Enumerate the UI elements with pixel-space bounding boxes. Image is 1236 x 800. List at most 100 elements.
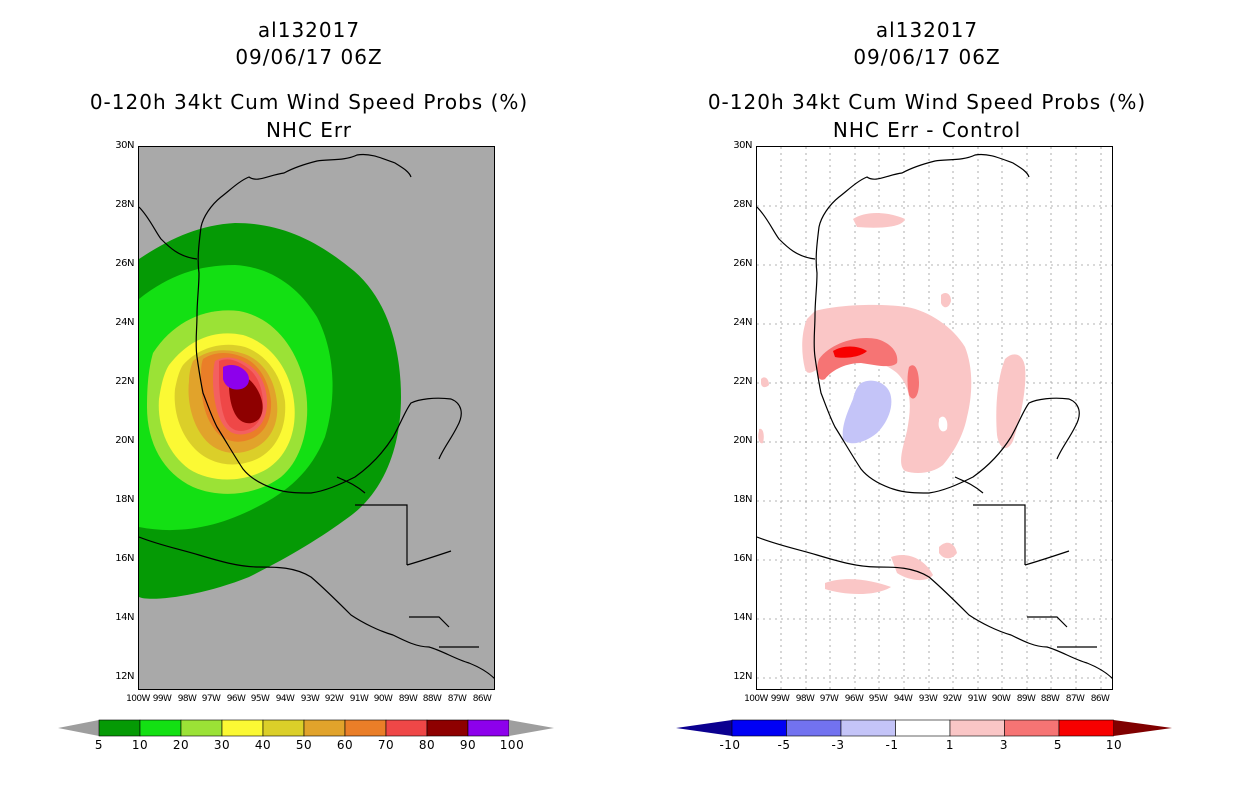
right-product-title: 0-120h 34kt Cum Wind Speed Probs (%) — [707, 90, 1147, 114]
colorbar-label: -3 — [831, 738, 845, 752]
colorbar-swatch — [840, 719, 896, 737]
lon-label: 99W — [152, 694, 172, 704]
lon-label: 94W — [275, 694, 295, 704]
colorbar-over-triangle — [1113, 720, 1172, 736]
lon-label: 88W — [1040, 694, 1060, 704]
colorbar-swatch — [180, 719, 223, 737]
gulf-coastline — [813, 153, 1080, 494]
colorbar-swatch — [385, 719, 428, 737]
colorbar-swatch — [221, 719, 264, 737]
lat-label: 30N — [115, 140, 134, 151]
central-america-border — [973, 504, 1097, 648]
mexico-pacific-coast — [139, 536, 494, 679]
right-colorbar — [676, 718, 1172, 738]
colorbar-over-triangle — [509, 720, 554, 736]
colorbar-swatch — [1004, 719, 1060, 737]
left-lon-axis: 100W 99W 98W 97W 96W 95W 94W 93W 92W 91W… — [124, 694, 504, 706]
colorbar-label: 60 — [336, 738, 354, 752]
right-colorbar-svg — [676, 719, 1172, 737]
left-colorbar — [58, 718, 554, 738]
left-storm-id: al132017 — [257, 18, 361, 42]
colorbar-label: 70 — [377, 738, 395, 752]
lat-label: 14N — [115, 612, 134, 623]
lat-label: 20N — [115, 435, 134, 446]
colorbar-label: 100 — [499, 738, 525, 752]
left-map-svg — [139, 153, 494, 679]
colorbar-under-triangle — [58, 720, 99, 736]
colorbar-under-triangle — [676, 720, 732, 736]
colorbar-swatch — [262, 719, 305, 737]
lon-label: 99W — [770, 694, 790, 704]
lon-label: 86W — [1090, 694, 1110, 704]
lon-label: 100W — [744, 694, 768, 704]
colorbar-swatch — [731, 719, 787, 737]
colorbar-label: 10 — [131, 738, 149, 752]
lon-label: 90W — [991, 694, 1011, 704]
colorbar-swatch — [1058, 719, 1114, 737]
colorbar-swatch — [344, 719, 387, 737]
texas-border — [139, 206, 198, 260]
central-america-border — [355, 504, 479, 648]
lon-label: 89W — [398, 694, 418, 704]
lat-label: 24N — [733, 317, 752, 328]
lat-label: 26N — [115, 258, 134, 269]
lon-label: 93W — [918, 694, 938, 704]
colorbar-swatch — [303, 719, 346, 737]
colorbar-label: 80 — [418, 738, 436, 752]
lon-label: 94W — [893, 694, 913, 704]
lat-label: 26N — [733, 258, 752, 269]
colorbar-label: 1 — [945, 738, 955, 752]
colorbar-label: 10 — [1105, 738, 1123, 752]
lat-label: 16N — [115, 553, 134, 564]
left-probability-map — [138, 146, 495, 690]
lon-label: 88W — [422, 694, 442, 704]
colorbar-swatch — [139, 719, 182, 737]
colorbar-label: 50 — [295, 738, 313, 752]
right-subtitle: NHC Err - Control — [832, 118, 1022, 142]
diff-1-to-3-east — [996, 354, 1026, 449]
right-difference-map — [756, 146, 1113, 690]
left-panel: al132017 09/06/17 06Z 0-120h 34kt Cum Wi… — [58, 18, 554, 752]
lon-label: 98W — [177, 694, 197, 704]
left-datetime: 09/06/17 06Z — [235, 45, 383, 69]
colorbar-label: -10 — [719, 738, 741, 752]
left-colorbar-svg — [58, 719, 554, 737]
texas-border — [757, 206, 816, 260]
gulf-coastline — [195, 153, 462, 494]
lon-label: 95W — [250, 694, 270, 704]
lat-label: 24N — [115, 317, 134, 328]
lon-label: 86W — [472, 694, 492, 704]
lat-label: 16N — [733, 553, 752, 564]
lon-label: 93W — [300, 694, 320, 704]
colorbar-label: 5 — [94, 738, 104, 752]
colorbar-swatch — [949, 719, 1005, 737]
lat-label: 20N — [733, 435, 752, 446]
lat-label: 18N — [115, 494, 134, 505]
prob-contour-100 — [223, 365, 249, 390]
lon-label: 92W — [324, 694, 344, 704]
diff-neg-1-to-3 — [842, 380, 892, 444]
colorbar-swatch — [467, 719, 510, 737]
mexico-pacific-coast — [757, 536, 1112, 679]
lat-label: 12N — [733, 671, 752, 682]
lon-label: 97W — [201, 694, 221, 704]
lat-label: 12N — [115, 671, 134, 682]
lon-label: 96W — [844, 694, 864, 704]
lat-label: 30N — [733, 140, 752, 151]
colorbar-label: 90 — [459, 738, 477, 752]
left-product-title: 0-120h 34kt Cum Wind Speed Probs (%) — [89, 90, 529, 114]
lat-label: 22N — [115, 376, 134, 387]
right-panel: al132017 09/06/17 06Z 0-120h 34kt Cum Wi… — [618, 0, 1236, 800]
lat-label: 22N — [733, 376, 752, 387]
lat-label: 14N — [733, 612, 752, 623]
left-subtitle: NHC Err — [265, 118, 353, 142]
colorbar-swatch — [426, 719, 469, 737]
diff-5-to-10 — [833, 346, 867, 358]
colorbar-swatch — [786, 719, 842, 737]
lon-label: 87W — [447, 694, 467, 704]
right-storm-id: al132017 — [875, 18, 979, 42]
colorbar-label: 40 — [254, 738, 272, 752]
diff-1-to-3-west — [758, 377, 769, 444]
right-lon-axis: 100W 99W 98W 97W 96W 95W 94W 93W 92W 91W… — [742, 694, 1122, 706]
diff-1-to-3-spot — [941, 293, 951, 308]
